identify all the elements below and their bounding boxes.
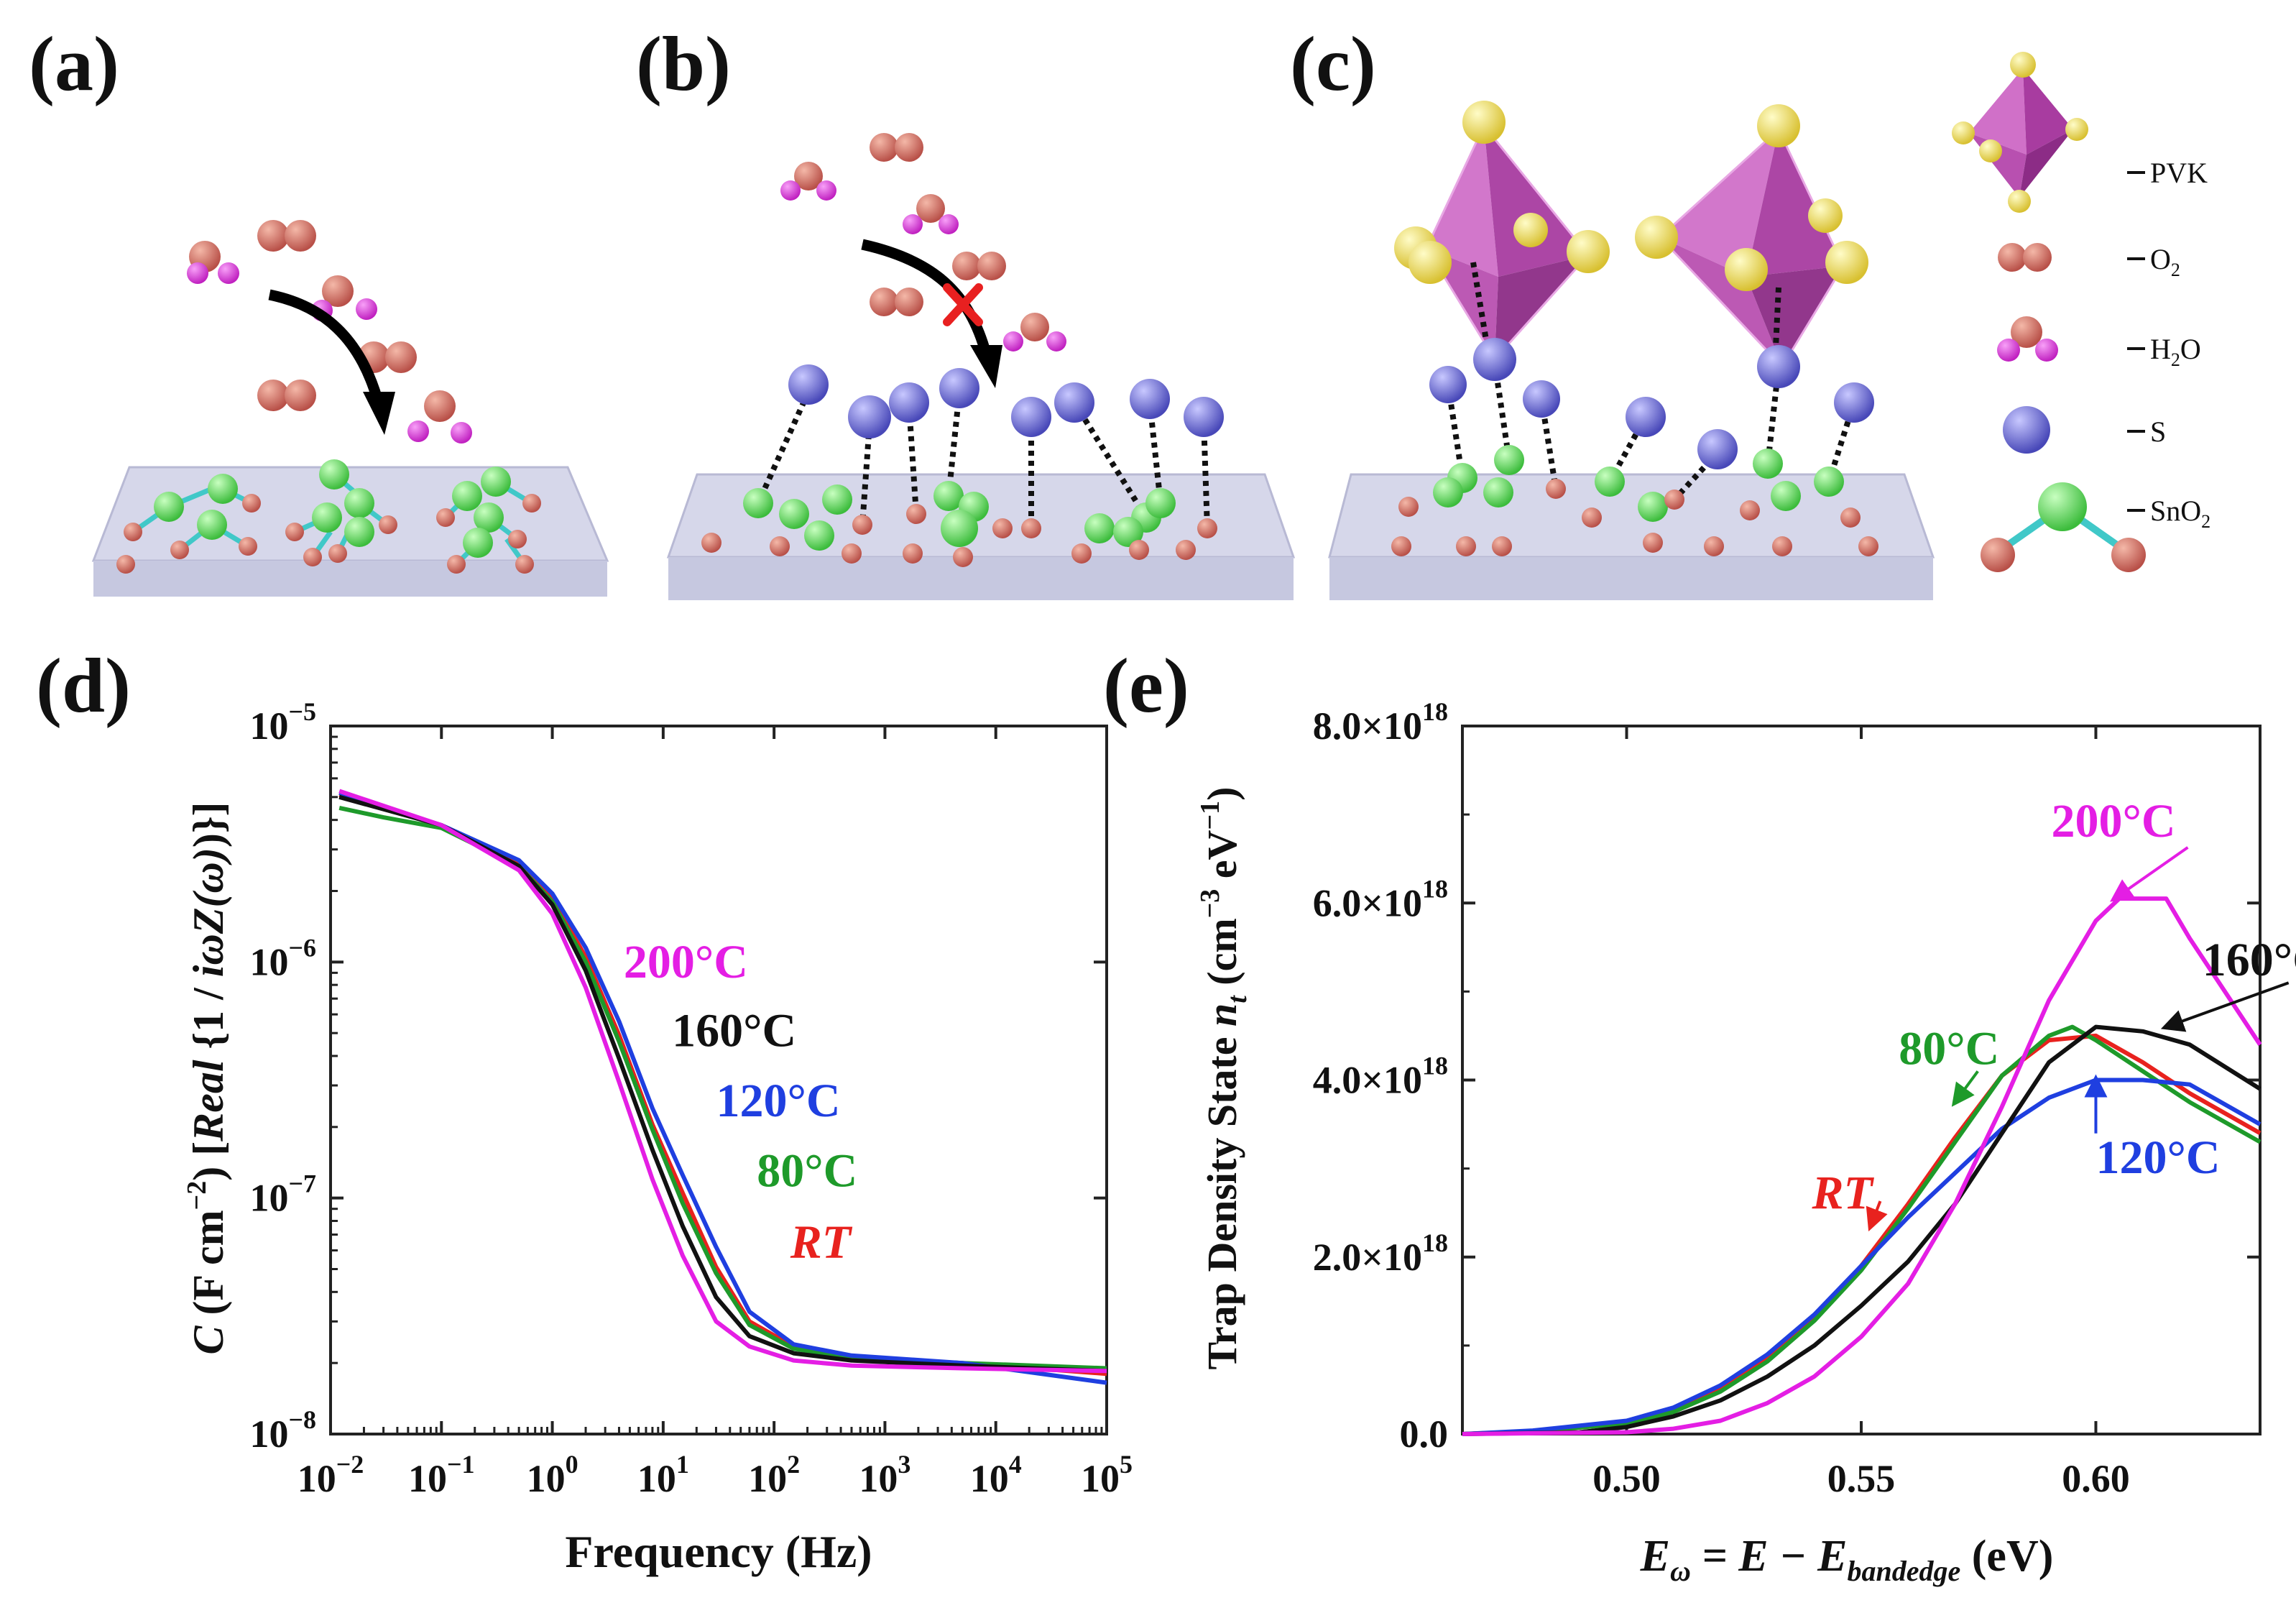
sno2-atoms-a [116,459,541,574]
sulfur-atoms-b [788,364,1224,438]
legend-label-s: S [2150,415,2166,448]
chart-e-arrow-200c [2110,846,2189,902]
panel-label-d: (d) [36,643,131,729]
legend-o2-icon [1998,243,2052,272]
chart-e-xtick-label: 0.50 [1592,1457,1661,1500]
chart-e-label-200c: 200°C [2051,795,2175,847]
chart-d: 10−2 10−1 100 101 102 103 104 105 10−8 10−7 10−6 10… [182,697,1133,1577]
gas-molecules-b [780,133,1066,352]
chart-d-ticks: 10−2 10−1 100 101 102 103 104 105 10−8 10−7 10−6 10… [249,697,1133,1500]
chart-d-xtick-label: 100 [527,1450,578,1500]
chart-d-xtick-label: 10−2 [298,1450,364,1500]
chart-d-xtick-label: 104 [970,1450,1022,1500]
chart-e-ylabel: Trap Density State nt (cm−3 eV−1) [1195,787,1253,1370]
chart-e: 0.50 0.55 0.60 0.0 2.0×1018 4.0×1018 6.0×1018 8… [1195,697,2296,1587]
chart-d-frame [329,725,1108,1435]
pvk-octahedron-2 [1635,104,1868,369]
chart-d-label-120c: 120°C [716,1075,840,1127]
chart-e-arrow-rt [1866,1200,1888,1232]
chart-d-ytick-label: 10−5 [249,697,316,748]
legend-sno2-icon [1981,482,2146,572]
chart-d-series-160c [338,794,1107,1374]
chart-e-arrow-80c [1951,1070,1979,1107]
chart-d-xtick-label: 102 [748,1450,800,1500]
blocked-arrow-b [861,239,990,351]
pvk-octahedron-1 [1394,101,1610,362]
chart-e-series-200c [1462,896,2262,1436]
substrate-b-front [668,557,1294,600]
chart-e-ytick-label: 0.0 [1400,1412,1449,1456]
chart-d-annotations: 200°C 160°C 120°C 80°C RT [624,936,857,1269]
chart-d-series-120c [338,791,1107,1385]
legend-label-o2: O2 [2150,243,2180,280]
blocked-cross-b [943,283,983,326]
chart-e-label-160c: 160°C [2203,934,2296,986]
sno2-atoms-b [701,481,1217,567]
chart-d-ytick-label: 10−7 [249,1170,316,1220]
chart-e-series [1462,896,2262,1436]
sulfur-atoms-c [1429,338,1874,469]
chart-d-ytick-label: 10−8 [249,1405,316,1456]
chart-d-series [338,789,1107,1385]
chart-d-xtick-label: 10−1 [408,1450,475,1500]
gas-molecules-a [187,220,472,444]
chart-d-label-200c: 200°C [624,936,748,988]
adsorption-arrow-a [268,289,383,401]
chart-e-ytick-label: 6.0×1018 [1313,874,1448,924]
chart-e-ytick-label: 4.0×1018 [1313,1052,1448,1102]
chart-e-arrow-160c [2160,981,2290,1032]
chart-d-xtick-label: 101 [637,1450,689,1500]
chart-d-xtick-label: 105 [1081,1450,1133,1500]
schematic-c [1328,101,1935,600]
chart-e-series-160c [1462,1024,2262,1436]
chart-e-ytick-label: 2.0×1018 [1313,1228,1448,1279]
panel-label-e: (e) [1103,643,1189,729]
chart-d-xlabel: Frequency (Hz) [565,1526,872,1577]
chart-e-ytick-label: 8.0×1018 [1313,697,1448,748]
chart-d-ytick-label: 10−6 [249,933,316,983]
schematic-b [666,133,1296,600]
substrate-a-front [93,561,607,597]
legend-label-pvk: PVK [2150,157,2208,189]
legend-s-icon [2003,406,2050,454]
chart-d-ylabel: C (F cm−2) [Real {1 / iωZ(ω))}] [182,802,232,1355]
chart-d-series-200c [338,789,1107,1374]
schematic-a [91,220,609,597]
chart-d-label-160c: 160°C [672,1004,796,1057]
chart-e-xtick-label: 0.60 [2062,1457,2130,1500]
legend-label-sno2: SnO2 [2150,495,2210,532]
substrate-c-front [1329,557,1933,600]
chart-e-series-120c [1462,1078,2262,1436]
chart-d-xtick-label: 103 [859,1450,910,1500]
s-bonds-b [755,390,1210,529]
legend-c: PVK O2 H2O S SnO2 [1952,52,2210,572]
chart-d-label-80c: 80°C [757,1145,857,1198]
chart-e-label-80c: 80°C [1899,1022,1999,1075]
chart-d-label-rt: RT [790,1216,853,1268]
chart-e-label-120c: 120°C [2096,1131,2220,1184]
panel-label-b: (b) [636,22,731,107]
adsorption-arrowhead-a [363,392,395,435]
legend-h2o-icon [1997,316,2058,362]
blocked-arrowhead-b [970,345,1002,388]
chart-e-annotations: 200°C 160°C 80°C 120°C RT [1811,795,2296,1232]
chart-e-xtick-label: 0.55 [1827,1457,1896,1500]
chart-e-label-rt: RT [1811,1167,1874,1219]
panel-label-a: (a) [29,22,119,107]
legend-label-h2o: H2O [2150,333,2201,370]
chart-e-ticks: 0.50 0.55 0.60 0.0 2.0×1018 4.0×1018 6.0×1018 8… [1313,697,2260,1500]
panel-label-c: (c) [1290,22,1376,107]
chart-e-xlabel: Eω = E − Ebandedge (eV) [1640,1532,2054,1587]
legend-pvk-icon [1952,52,2088,213]
sno2-atoms-c [1391,445,1878,556]
chart-e-series-80c [1462,1024,2262,1436]
